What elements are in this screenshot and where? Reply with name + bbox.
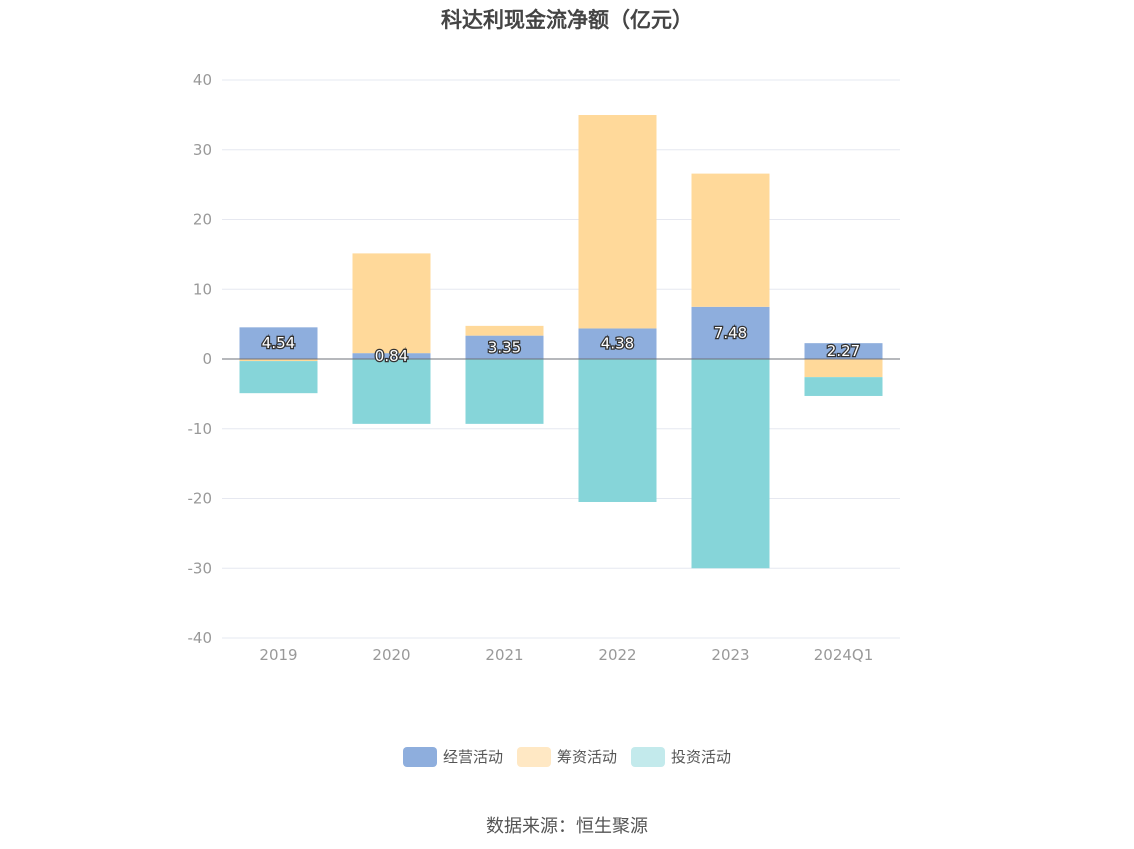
bar-financing [465,325,544,336]
axis-layer: 40 30 20 10 0 -10 -20 -30 -40 2019 2020 2021 2022 202… [188,71,900,664]
chart-title: 科达利现金流净额（亿元） [441,8,693,32]
y-tick-label: 40 [193,71,212,89]
bar-operating [804,343,883,359]
legend-item-investing[interactable]: 投资活动 [631,746,731,767]
y-tick-label: 0 [202,350,212,368]
y-tick-label: 30 [193,141,212,159]
bars-layer [239,115,883,569]
bar-investing [465,359,544,424]
y-tick-label: -30 [188,559,213,577]
data-label: 3.35 [488,338,521,356]
legend-swatch-investing [631,746,665,767]
source-note: 数据来源：恒生聚源 [486,816,648,837]
bar-financing [239,359,318,362]
bar-investing [239,361,318,394]
x-tick-label: 2022 [598,646,636,664]
legend-label-operating: 经营活动 [442,748,503,766]
legend-label-financing: 筹资活动 [556,748,617,766]
bar-operating [691,306,770,359]
legend-item-financing[interactable]: 筹资活动 [516,746,617,767]
x-tick-label: 2021 [485,646,523,664]
x-tick-label: 2019 [259,646,297,664]
bar-financing [578,115,657,329]
y-tick-label: -20 [188,490,213,508]
legend-swatch-financing [516,746,551,767]
bar-operating [352,353,431,359]
y-tick-label: -10 [188,420,213,438]
data-label: 4.54 [262,334,295,352]
bar-financing [352,253,431,354]
labels-layer: 4.54 0.84 3.35 4.38 7.48 2.27 [261,323,862,367]
legend-swatch-operating [402,746,437,767]
y-tick-label: -40 [188,629,213,647]
data-label: 2.27 [827,342,860,360]
grid-layer [222,79,900,639]
legend-item-operating[interactable]: 经营活动 [402,746,503,767]
bar-operating [578,328,657,359]
legend-label-investing: 投资活动 [671,748,732,766]
x-tick-label: 2024Q1 [814,646,874,664]
bar-operating [465,335,544,359]
bar-operating [239,327,318,359]
bar-financing [691,173,770,307]
data-label: 0.84 [375,347,408,365]
y-tick-label: 20 [193,211,212,229]
legend: 经营活动 筹资活动 投资活动 [0,746,1134,767]
x-tick-label: 2023 [711,646,749,664]
bar-financing [804,359,883,378]
bar-investing [691,359,770,569]
bar-investing [804,377,883,396]
data-label: 4.38 [601,335,634,353]
bar-investing [578,359,657,502]
x-tick-label: 2020 [372,646,410,664]
y-tick-label: 10 [193,280,212,298]
bar-investing [352,359,431,424]
data-label: 7.48 [714,324,747,342]
